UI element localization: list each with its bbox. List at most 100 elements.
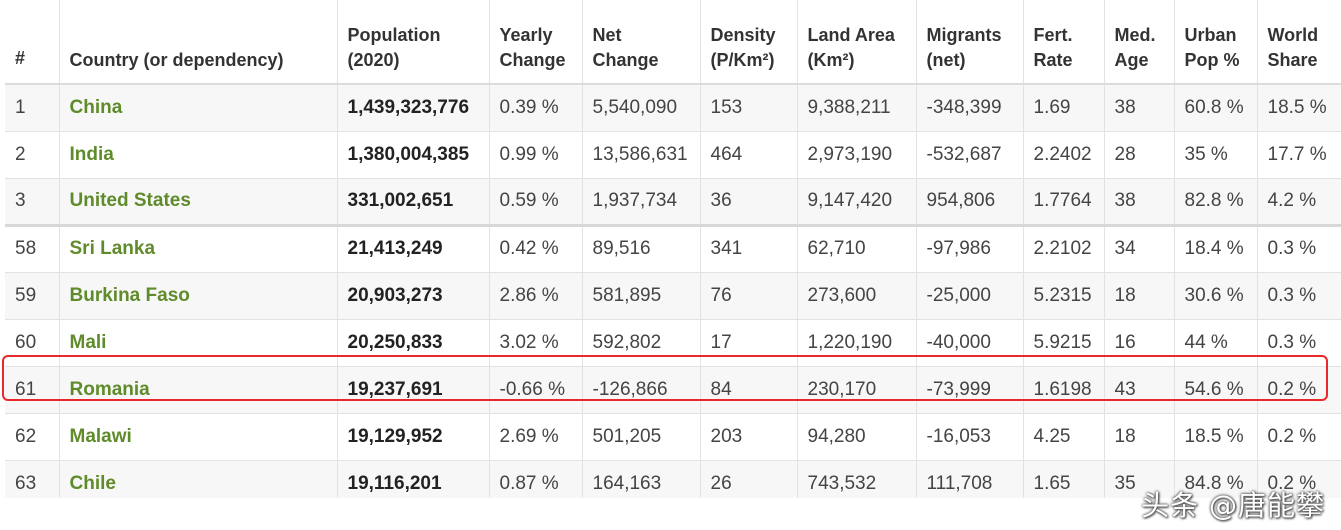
cell-net-change: 501,205 [582, 413, 701, 461]
table-row: 1 China 1,439,323,776 0.39 % 5,540,090 153 9,3… [5, 84, 1341, 132]
country-link[interactable]: India [69, 143, 114, 165]
cell-density: 153 [700, 84, 798, 132]
cell-urban-pop: 82.8 % [1174, 178, 1258, 226]
population-table: # Country (or dependency) Population (20… [5, 0, 1341, 508]
country-link[interactable]: Malawi [69, 425, 132, 447]
header-country[interactable]: Country (or dependency) [59, 0, 338, 85]
cell-urban-pop: 60.8 % [1174, 84, 1258, 132]
header-net-change[interactable]: Net Change [582, 0, 701, 85]
cell-density: 341 [700, 223, 798, 273]
country-link[interactable]: China [69, 96, 123, 118]
cell-migrants: -73,999 [916, 366, 1024, 414]
cell-land-area: 9,147,420 [797, 178, 917, 226]
cell-fert-rate: 1.7764 [1023, 178, 1105, 226]
table-row: 63 Chile 19,116,201 0.87 % 164,163 26 743,532 1… [5, 460, 1341, 508]
cell-migrants: -97,986 [916, 223, 1024, 273]
cell-migrants: -40,000 [916, 319, 1024, 367]
table-header-row: # Country (or dependency) Population (20… [5, 0, 1341, 85]
table-row: 61 Romania 19,237,691 -0.66 % -126,866 84 230,… [5, 366, 1341, 414]
cell-country: Mali [59, 319, 338, 367]
table-row: 60 Mali 20,250,833 3.02 % 592,802 17 1,220,190… [5, 319, 1341, 367]
cell-world-share: 0.3 % [1257, 272, 1341, 320]
cell-urban-pop: 18.5 % [1174, 413, 1258, 461]
header-med-age[interactable]: Med. Age [1104, 0, 1175, 85]
cell-population: 19,237,691 [337, 366, 490, 414]
cell-fert-rate: 4.25 [1023, 413, 1105, 461]
table-row: 58 Sri Lanka 21,413,249 0.42 % 89,516 341 62,7… [5, 223, 1341, 273]
header-fert-rate[interactable]: Fert. Rate [1023, 0, 1105, 85]
country-link[interactable]: Mali [69, 331, 107, 353]
cell-migrants: -532,687 [916, 131, 1024, 179]
cell-rank: 60 [5, 319, 60, 367]
cell-net-change: 1,937,734 [582, 178, 701, 226]
cell-land-area: 230,170 [797, 366, 917, 414]
cell-population: 1,380,004,385 [337, 131, 490, 179]
cell-population: 19,129,952 [337, 413, 490, 461]
cell-country: China [59, 84, 338, 132]
cell-rank: 62 [5, 413, 60, 461]
cell-migrants: -348,399 [916, 84, 1024, 132]
cell-world-share: 0.3 % [1257, 223, 1341, 273]
cell-rank: 2 [5, 131, 60, 179]
cell-fert-rate: 2.2102 [1023, 223, 1105, 273]
cell-net-change: 89,516 [582, 223, 701, 273]
header-yearly-change[interactable]: Yearly Change [489, 0, 583, 85]
cell-land-area: 62,710 [797, 223, 917, 273]
header-population[interactable]: Population (2020) [337, 0, 490, 85]
watermark: 头条 @唐能攀 [1141, 489, 1325, 522]
cell-net-change: 5,540,090 [582, 84, 701, 132]
country-link[interactable]: United States [69, 190, 191, 211]
header-density[interactable]: Density (P/Km²) [700, 0, 798, 85]
cell-med-age: 43 [1104, 366, 1175, 414]
cell-world-share: 0.3 % [1257, 319, 1341, 367]
cell-population: 331,002,651 [337, 178, 490, 226]
cell-yearly-change: 0.39 % [489, 84, 583, 132]
table-row: 59 Burkina Faso 20,903,273 2.86 % 581,895 76 2… [5, 272, 1341, 320]
header-migrants[interactable]: Migrants (net) [916, 0, 1024, 85]
cell-land-area: 9,388,211 [797, 84, 917, 132]
cell-world-share: 4.2 % [1257, 178, 1341, 226]
cell-rank: 59 [5, 272, 60, 320]
country-link[interactable]: Romania [69, 378, 150, 400]
header-world-share[interactable]: World Share [1257, 0, 1341, 85]
cell-yearly-change: 0.42 % [489, 223, 583, 273]
table-row: 3 United States 331,002,651 0.59 % 1,937,734… [5, 178, 1341, 226]
cell-population: 20,250,833 [337, 319, 490, 367]
cell-urban-pop: 18.4 % [1174, 223, 1258, 273]
cell-rank: 58 [5, 223, 60, 273]
cell-population: 20,903,273 [337, 272, 490, 320]
cell-med-age: 38 [1104, 178, 1175, 226]
cell-land-area: 2,973,190 [797, 131, 917, 179]
table-row: 62 Malawi 19,129,952 2.69 % 501,205 203 94,280… [5, 413, 1341, 461]
cell-migrants: -16,053 [916, 413, 1024, 461]
header-rank[interactable]: # [5, 0, 60, 85]
cell-net-change: 13,586,631 [582, 131, 701, 179]
cell-urban-pop: 30.6 % [1174, 272, 1258, 320]
cell-net-change: 581,895 [582, 272, 701, 320]
cell-med-age: 18 [1104, 272, 1175, 320]
country-link[interactable]: Sri Lanka [69, 238, 156, 259]
cell-land-area: 94,280 [797, 413, 917, 461]
cell-fert-rate: 5.2315 [1023, 272, 1105, 320]
cell-fert-rate: 1.69 [1023, 84, 1105, 132]
cell-net-change: 592,802 [582, 319, 701, 367]
cell-country: United States [59, 178, 338, 226]
cell-density: 84 [700, 366, 798, 414]
cell-med-age: 18 [1104, 413, 1175, 461]
country-link[interactable]: Chile [69, 472, 116, 494]
cell-migrants: -25,000 [916, 272, 1024, 320]
header-land-area[interactable]: Land Area (Km²) [797, 0, 917, 85]
cell-density: 76 [700, 272, 798, 320]
cell-yearly-change: 0.59 % [489, 178, 583, 226]
header-urban-pop[interactable]: Urban Pop % [1174, 0, 1258, 85]
cell-fert-rate: 5.9215 [1023, 319, 1105, 367]
country-link[interactable]: Burkina Faso [69, 284, 190, 306]
cell-yearly-change: 2.86 % [489, 272, 583, 320]
cell-yearly-change: -0.66 % [489, 366, 583, 414]
cell-fert-rate: 2.2402 [1023, 131, 1105, 179]
cell-land-area: 273,600 [797, 272, 917, 320]
cell-population: 21,413,249 [337, 223, 490, 273]
cell-med-age: 28 [1104, 131, 1175, 179]
cell-world-share: 18.5 % [1257, 84, 1341, 132]
